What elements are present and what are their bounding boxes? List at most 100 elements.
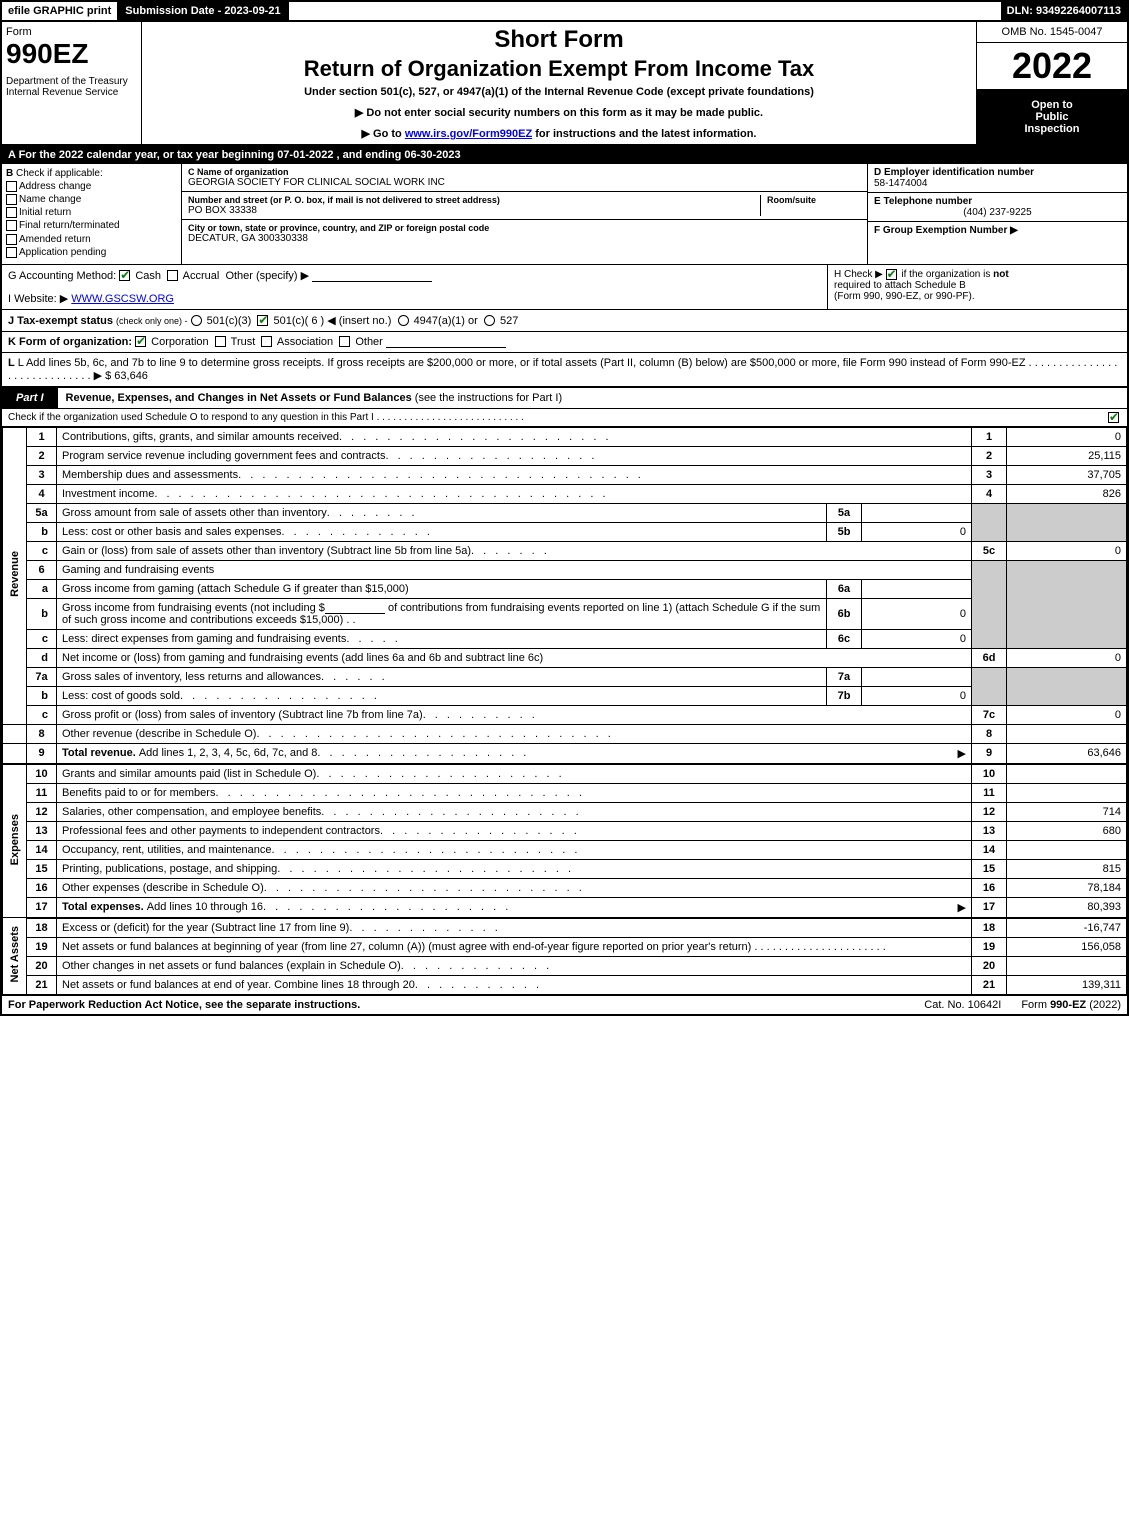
line-10: Expenses 10 Grants and similar amounts p… xyxy=(3,764,1127,784)
line-13: 13 Professional fees and other payments … xyxy=(3,821,1127,840)
line-12: 12 Salaries, other compensation, and emp… xyxy=(3,802,1127,821)
short-form-title: Short Form xyxy=(150,26,968,54)
irs-link[interactable]: www.irs.gov/Form990EZ xyxy=(405,128,532,140)
section-c: C Name of organization GEORGIA SOCIETY F… xyxy=(182,164,867,264)
chk-corporation[interactable] xyxy=(135,336,146,347)
line-8: 8 Other revenue (describe in Schedule O)… xyxy=(3,724,1127,743)
f-label: F Group Exemption Number ▶ xyxy=(874,225,1018,236)
section-j: J Tax-exempt status (check only one) - 5… xyxy=(2,310,1127,332)
address: PO BOX 33338 xyxy=(188,205,754,216)
submission-date: Submission Date - 2023-09-21 xyxy=(119,2,288,20)
open-public-badge: Open to Public Inspection xyxy=(977,90,1127,144)
form-number: 990EZ xyxy=(6,38,137,70)
section-a-tax-year: A For the 2022 calendar year, or tax yea… xyxy=(0,146,1129,164)
chk-accrual[interactable] xyxy=(167,270,178,281)
line-7a: 7a Gross sales of inventory, less return… xyxy=(3,667,1127,686)
line-21: 21 Net assets or fund balances at end of… xyxy=(3,975,1127,994)
schedule-o-check-row: Check if the organization used Schedule … xyxy=(2,409,1127,427)
form-header: Form 990EZ Department of the Treasury In… xyxy=(0,22,1129,146)
chk-other-org[interactable] xyxy=(339,336,350,347)
part-i-table: Revenue 1 Contributions, gifts, grants, … xyxy=(2,427,1127,995)
chk-schedule-o[interactable] xyxy=(1108,412,1119,423)
j-sub: (check only one) - xyxy=(116,316,188,326)
dln-label: DLN: 93492264007113 xyxy=(1001,2,1127,20)
line-5c: c Gain or (loss) from sale of assets oth… xyxy=(3,541,1127,560)
part-i-title: Revenue, Expenses, and Changes in Net As… xyxy=(66,392,412,404)
header-left: Form 990EZ Department of the Treasury In… xyxy=(2,22,142,144)
chk-final-return[interactable]: Final return/terminated xyxy=(6,220,177,231)
chk-name-change[interactable]: Name change xyxy=(6,194,177,205)
city-row: City or town, state or province, country… xyxy=(182,220,867,247)
chk-association[interactable] xyxy=(261,336,272,347)
chk-501c[interactable] xyxy=(257,315,268,326)
form-word: Form xyxy=(6,26,137,38)
top-bar: efile GRAPHIC print Submission Date - 20… xyxy=(0,0,1129,22)
other-method-blank[interactable] xyxy=(312,270,432,282)
address-row: Number and street (or P. O. box, if mail… xyxy=(182,192,867,220)
b-label: B xyxy=(6,168,13,179)
org-name: GEORGIA SOCIETY FOR CLINICAL SOCIAL WORK… xyxy=(188,177,861,188)
other-org-blank[interactable] xyxy=(386,336,506,348)
chk-initial-return[interactable]: Initial return xyxy=(6,207,177,218)
section-k: K Form of organization: Corporation Trus… xyxy=(2,332,1127,353)
h-text4: (Form 990, 990-EZ, or 990-PF). xyxy=(834,291,975,302)
chk-address-change[interactable]: Address change xyxy=(6,181,177,192)
line-2: 2 Program service revenue including gove… xyxy=(3,446,1127,465)
line-1: Revenue 1 Contributions, gifts, grants, … xyxy=(3,427,1127,446)
h-text2: if the organization is xyxy=(901,269,990,280)
d-label: D Employer identification number xyxy=(874,167,1121,178)
paperwork-notice: For Paperwork Reduction Act Notice, see … xyxy=(8,999,904,1011)
section-d: D Employer identification number 58-1474… xyxy=(868,164,1127,193)
line-6b: b Gross income from fundraising events (… xyxy=(3,598,1127,629)
website-link[interactable]: WWW.GSCSW.ORG xyxy=(71,293,174,305)
h-not: not xyxy=(993,269,1009,280)
line-3: 3 Membership dues and assessments . . . … xyxy=(3,465,1127,484)
line-14: 14 Occupancy, rent, utilities, and maint… xyxy=(3,840,1127,859)
city-state-zip: DECATUR, GA 300330338 xyxy=(188,233,861,244)
cat-number: Cat. No. 10642I xyxy=(904,999,1021,1011)
section-f: F Group Exemption Number ▶ xyxy=(868,222,1127,264)
line-11: 11 Benefits paid to or for members . . .… xyxy=(3,783,1127,802)
radio-501c3[interactable] xyxy=(191,315,202,326)
e-label: E Telephone number xyxy=(874,196,1121,207)
part-i: Part I Revenue, Expenses, and Changes in… xyxy=(0,388,1129,995)
entity-block: B Check if applicable: Address change Na… xyxy=(0,164,1129,265)
c-label: C Name of organization xyxy=(188,167,861,177)
radio-527[interactable] xyxy=(484,315,495,326)
line-5a: 5a Gross amount from sale of assets othe… xyxy=(3,503,1127,522)
line-16: 16 Other expenses (describe in Schedule … xyxy=(3,878,1127,897)
part-i-label: Part I xyxy=(2,388,58,408)
section-h: H Check ▶ if the organization is not req… xyxy=(827,265,1127,309)
ein: 58-1474004 xyxy=(874,178,1121,189)
line-9: 9 Total revenue. Add lines 1, 2, 3, 4, 5… xyxy=(3,743,1127,764)
section-b: B Check if applicable: Address change Na… xyxy=(2,164,182,264)
chk-cash[interactable] xyxy=(119,270,130,281)
radio-4947[interactable] xyxy=(398,315,409,326)
chk-application-pending[interactable]: Application pending xyxy=(6,247,177,258)
section-def: D Employer identification number 58-1474… xyxy=(867,164,1127,264)
line-6c: c Less: direct expenses from gaming and … xyxy=(3,629,1127,648)
line-7c: c Gross profit or (loss) from sales of i… xyxy=(3,705,1127,724)
page-footer: For Paperwork Reduction Act Notice, see … xyxy=(0,995,1129,1016)
chk-schedule-b-not-required[interactable] xyxy=(886,269,897,280)
room-label: Room/suite xyxy=(767,195,861,205)
line-5b: b Less: cost or other basis and sales ex… xyxy=(3,522,1127,541)
h-text3: required to attach Schedule B xyxy=(834,280,966,291)
instruction-ssn: ▶ Do not enter social security numbers o… xyxy=(150,106,968,119)
line-15: 15 Printing, publications, postage, and … xyxy=(3,859,1127,878)
chk-amended-return[interactable]: Amended return xyxy=(6,234,177,245)
h-label: H Check ▶ xyxy=(834,269,883,280)
department-label: Department of the Treasury Internal Reve… xyxy=(6,76,137,98)
section-l: L L Add lines 5b, 6c, and 7b to line 9 t… xyxy=(2,353,1127,388)
revenue-label: Revenue xyxy=(3,427,27,724)
b-text: Check if applicable: xyxy=(16,168,103,179)
schedule-o-text: Check if the organization used Schedule … xyxy=(8,412,374,423)
line-7b: b Less: cost of goods sold . . . . . . .… xyxy=(3,686,1127,705)
line-17: 17 Total expenses. Add lines 10 through … xyxy=(3,897,1127,918)
omb-number: OMB No. 1545-0047 xyxy=(977,22,1127,43)
l-value: 63,646 xyxy=(114,370,148,382)
efile-label[interactable]: efile GRAPHIC print xyxy=(2,2,119,20)
chk-trust[interactable] xyxy=(215,336,226,347)
subtitle: Under section 501(c), 527, or 4947(a)(1)… xyxy=(150,86,968,98)
meta-rows: G Accounting Method: Cash Accrual Other … xyxy=(0,265,1129,388)
